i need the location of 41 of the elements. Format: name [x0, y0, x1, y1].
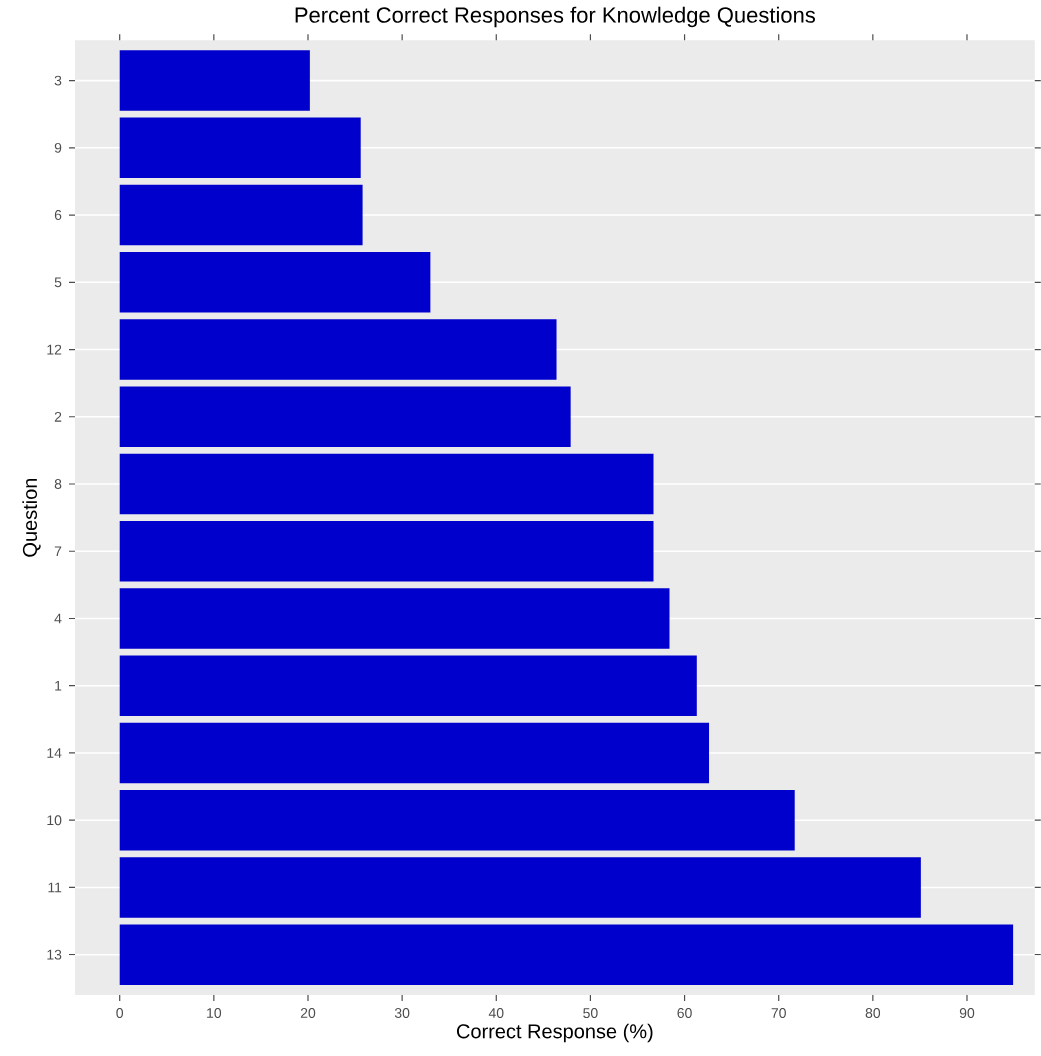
y-tick-label: 6 [54, 210, 62, 220]
x-tick-label: 20 [300, 1008, 316, 1018]
bar [119, 252, 431, 313]
bar [119, 857, 921, 918]
x-axis-title: Correct Response (%) [456, 1023, 653, 1043]
y-axis-title: Question [22, 478, 41, 557]
bar [119, 722, 709, 784]
y-tick-label: 14 [47, 748, 62, 758]
y-tick-label: 3 [54, 75, 62, 86]
y-tick-label: 5 [54, 277, 62, 288]
y-tick-label: 10 [47, 815, 62, 826]
y-tick-label: 11 [48, 882, 62, 893]
y-tick-label: 12 [47, 344, 62, 355]
bar [119, 520, 654, 582]
bar [119, 453, 654, 515]
x-tick-label: 30 [394, 1008, 410, 1018]
bar [119, 319, 557, 380]
y-tick-label: 9 [54, 142, 62, 153]
x-tick-label: 0 [116, 1008, 123, 1018]
x-tick-label: 70 [771, 1008, 786, 1018]
bar [119, 655, 697, 716]
y-tick-label: 13 [47, 949, 62, 960]
y-tick-label: 1 [55, 680, 62, 691]
bar [119, 117, 361, 179]
y-tick-label: 8 [54, 479, 62, 489]
y-tick-label: 7 [54, 546, 62, 557]
x-tick-label: 90 [959, 1008, 975, 1018]
chart-title: Percent Correct Responses for Knowledge Questions [295, 6, 815, 28]
x-tick-label: 60 [677, 1008, 692, 1018]
bar [119, 588, 670, 649]
x-tick-label: 40 [488, 1008, 504, 1018]
bar [119, 50, 310, 111]
y-tick-label: 2 [54, 411, 62, 422]
bar [119, 789, 795, 851]
x-tick-label: 10 [206, 1008, 221, 1018]
x-tick-label: 80 [865, 1008, 880, 1018]
x-tick-label: 50 [583, 1008, 598, 1018]
bar [119, 386, 571, 448]
bar [119, 184, 363, 246]
bar [119, 924, 1013, 985]
y-tick-label: 4 [54, 613, 62, 624]
